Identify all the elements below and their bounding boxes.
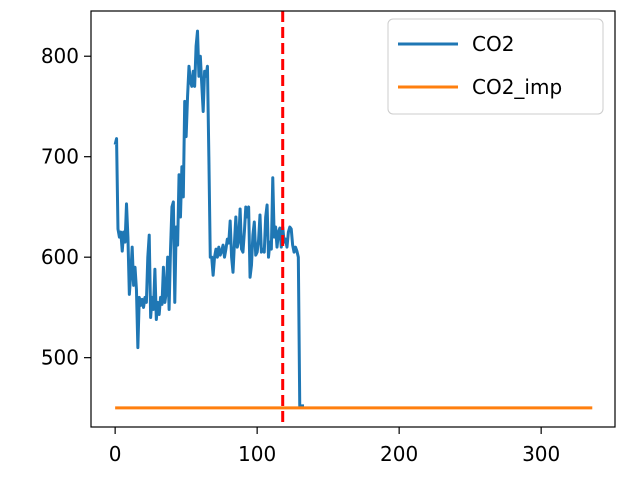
y-tick-label: 700 [41, 145, 79, 169]
legend: CO2 CO2_imp [387, 18, 604, 115]
y-tick-label: 800 [41, 44, 79, 68]
x-tick-label: 300 [522, 442, 560, 466]
x-tick-label: 100 [238, 442, 276, 466]
x-tick-label: 0 [109, 442, 122, 466]
x-tick-label: 200 [380, 442, 418, 466]
series-line-co2 [113, 29, 305, 408]
legend-label-co2-imp: CO2_imp [472, 75, 562, 99]
y-tick-label: 500 [41, 346, 79, 370]
plot-frame [90, 10, 616, 428]
legend-label-co2: CO2 [472, 32, 514, 56]
y-tick-label: 600 [41, 245, 79, 269]
